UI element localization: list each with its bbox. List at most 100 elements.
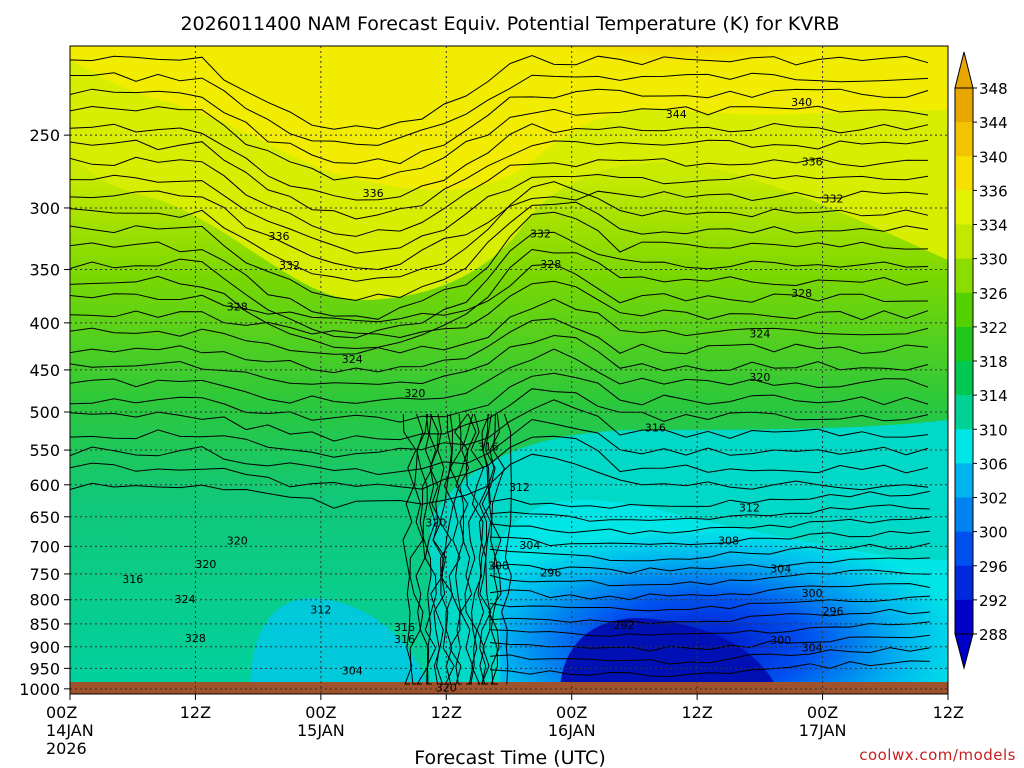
contour-line <box>70 72 929 146</box>
contour-labels: 336 344 340 336 336 332 332 328 332 328 328 324 324 3… <box>122 96 843 695</box>
x-tick-label: 12Z <box>933 703 964 722</box>
y-tick-label: 550 <box>29 441 60 460</box>
y-tick-label: 600 <box>29 476 60 495</box>
y-tick-label: 450 <box>29 361 60 380</box>
contour-line <box>70 181 929 282</box>
contour-label: 300 <box>770 634 791 647</box>
contour-label: 332 <box>279 259 300 272</box>
contour-label: 312 <box>310 604 331 617</box>
contour-label: 296 <box>540 566 561 579</box>
contour-label: 308 <box>488 559 509 572</box>
contour-label: 324 <box>174 593 195 606</box>
x-tick-label: 12Z <box>681 703 712 722</box>
contour-label: 332 <box>530 228 551 241</box>
x-tick-label: 12Z <box>180 703 211 722</box>
x-tick-label: 12Z <box>431 703 462 722</box>
colorbar-top-arrow <box>954 51 974 89</box>
y-tick-label: 800 <box>29 591 60 610</box>
y-tick-label: 950 <box>29 659 60 678</box>
colorbar-label: 302 <box>979 490 1008 508</box>
x-tick-date: 16JAN <box>548 721 596 740</box>
contour-line <box>70 372 929 423</box>
colorbar-label: 292 <box>979 592 1008 610</box>
contour-line <box>489 621 931 637</box>
contour-line <box>70 190 929 271</box>
left-low-cold-patch <box>250 598 430 694</box>
x-tick-year: 2026 <box>46 739 87 758</box>
credit-text: coolwx.com/models <box>859 746 1016 764</box>
y-tick-label: 650 <box>29 508 60 527</box>
contour-line <box>70 318 929 374</box>
colorbar-segment <box>955 463 973 498</box>
colorbar-label: 288 <box>979 626 1008 644</box>
contour-line <box>70 280 929 339</box>
contour-label: 344 <box>666 108 687 121</box>
colorbar-segment <box>955 429 973 464</box>
contour-label: 320 <box>425 516 446 529</box>
contour-label: 324 <box>342 353 363 366</box>
x-tick-label: 00Z <box>556 703 587 722</box>
colorbar-segment <box>955 156 973 191</box>
contour-line <box>476 413 489 685</box>
y-axis: 250 300 350 400 450 500 550 600 650 700 750 800 850 9… <box>19 126 70 699</box>
contour-lines <box>70 54 931 685</box>
y-tick-label: 900 <box>29 638 60 657</box>
contour-line <box>70 173 929 254</box>
contour-line <box>501 413 512 685</box>
colorbar-segment <box>955 599 973 635</box>
contour-line <box>489 542 931 562</box>
y-tick-label: 350 <box>29 261 60 280</box>
contour-label: 320 <box>227 535 248 548</box>
colorbar-label: 334 <box>979 217 1008 235</box>
contour-label: 328 <box>791 287 812 300</box>
contour-label: 340 <box>791 96 812 109</box>
y-tick-label: 1000 <box>19 680 60 699</box>
colorbar-segment <box>955 88 973 123</box>
colorbar-bottom-arrow <box>954 633 974 670</box>
colorbar-segment <box>955 395 973 430</box>
contour-line <box>70 248 929 350</box>
contour-line <box>70 122 929 201</box>
contour-line <box>419 413 433 685</box>
contour-line <box>464 413 479 685</box>
contour-line <box>489 504 931 522</box>
contour-label: 292 <box>613 619 634 632</box>
contour-line <box>70 263 929 323</box>
y-tick-label: 300 <box>29 199 60 218</box>
contour-label: 312 <box>509 481 530 494</box>
contour-line <box>489 608 931 625</box>
colorbar-label: 296 <box>979 558 1008 576</box>
colorbar-segment <box>955 224 973 260</box>
x-tick-date: 14JAN <box>46 721 94 740</box>
colorbar-label: 326 <box>979 285 1008 303</box>
y-tick-label: 400 <box>29 314 60 333</box>
contour-line <box>490 413 505 685</box>
contour-label: 324 <box>749 328 770 341</box>
contour-label: 336 <box>802 155 823 168</box>
contour-line <box>439 413 453 685</box>
contour-line <box>70 453 929 509</box>
contour-line <box>70 156 929 237</box>
y-tick-label: 250 <box>29 126 60 145</box>
colorbar-segment <box>955 292 973 328</box>
contour-line <box>489 530 931 547</box>
colorbar-label: 314 <box>979 387 1008 405</box>
contour-label: 320 <box>749 371 770 384</box>
contour-label: 312 <box>739 501 760 514</box>
x-tick-date: 15JAN <box>297 721 345 740</box>
contour-line <box>70 348 929 404</box>
colorbar-label: 306 <box>979 455 1008 473</box>
contour-label: 316 <box>122 573 143 586</box>
contour-line <box>454 413 469 685</box>
contour-line <box>448 413 462 685</box>
colorbar-label: 318 <box>979 353 1008 371</box>
colorbar-segment <box>955 258 973 294</box>
contour-line <box>402 413 417 685</box>
contour-label: 308 <box>718 535 739 548</box>
colorbar-segment <box>955 531 973 567</box>
contour-label: 320 <box>404 387 425 400</box>
x-tick-label: 00Z <box>46 703 77 722</box>
chart-title: 2026011400 NAM Forecast Equiv. Potential… <box>180 13 839 35</box>
